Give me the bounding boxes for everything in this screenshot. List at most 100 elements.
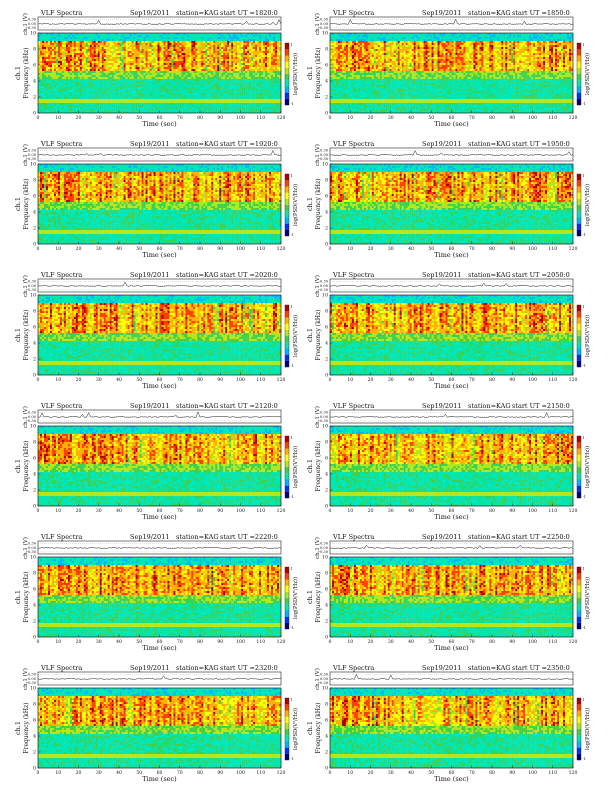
spectrogram-cell — [88, 91, 90, 93]
spectrogram-cell — [126, 93, 128, 95]
spectrogram-cell — [245, 73, 247, 75]
spectrogram-cell — [259, 69, 261, 71]
spectrogram-cell — [225, 67, 227, 69]
spectrogram-cell — [243, 43, 245, 45]
spectrogram-cell — [177, 93, 179, 95]
spectrogram-cell — [156, 39, 158, 41]
spectrogram-cell — [120, 59, 122, 61]
spectrogram-cell — [239, 85, 241, 87]
spectrogram-cell — [263, 97, 265, 99]
spectrogram-cell — [231, 67, 233, 69]
spectrogram-cell — [257, 85, 259, 87]
spectrogram-cell — [177, 77, 179, 79]
spectrogram-cell — [84, 69, 86, 71]
spectrogram-cell — [154, 95, 156, 97]
spectrogram-cell — [167, 43, 169, 45]
spectrogram-cell — [122, 53, 124, 55]
spectrogram-cell — [150, 107, 152, 109]
spectrogram-cell — [128, 87, 130, 89]
spectrogram-cell — [187, 79, 189, 81]
spectrogram-cell — [243, 93, 245, 95]
spectrogram-cell — [175, 81, 177, 83]
spectrogram-cell — [152, 35, 154, 37]
spectrogram-cell — [177, 35, 179, 37]
spectrogram-cell — [50, 55, 52, 57]
spectrogram-cell — [114, 107, 116, 109]
spectrogram-cell — [128, 49, 130, 51]
spectrogram-cell — [199, 71, 201, 73]
spectrogram-cell — [197, 97, 199, 99]
spectrogram-cell — [158, 55, 160, 57]
spectrogram-cell — [183, 79, 185, 81]
spectrogram-cell — [217, 77, 219, 79]
spectrogram-cell — [68, 49, 70, 51]
spectrogram-cell — [239, 59, 241, 61]
spectrogram-cell — [88, 49, 90, 51]
spectrogram-cell — [257, 101, 259, 103]
spectrogram-cell — [142, 75, 144, 77]
spectrogram-cell — [78, 77, 80, 79]
spectrogram-cell — [267, 107, 269, 109]
spectrogram-cell — [227, 47, 229, 49]
spectrogram-cell — [197, 47, 199, 49]
spectrogram-cell — [88, 93, 90, 95]
spectrogram-cell — [273, 71, 275, 73]
spectrogram-cell — [62, 73, 64, 75]
spectrogram-cell — [120, 35, 122, 37]
spectrogram-cell — [275, 51, 277, 53]
spectrogram-cell — [221, 63, 223, 65]
spectrogram-cell — [275, 41, 277, 43]
spectrogram-cell — [68, 79, 70, 81]
spectrogram-cell — [239, 103, 241, 105]
spectrogram-cell — [197, 59, 199, 61]
spectrogram-cell — [199, 105, 201, 107]
spectrogram-cell — [90, 105, 92, 107]
spectrogram-cell — [223, 35, 225, 37]
spectrogram-cell — [80, 47, 82, 49]
spectrogram-cell — [80, 89, 82, 91]
spectrogram-cell — [203, 79, 205, 81]
spectrogram-cell — [132, 61, 134, 63]
spectrogram-cell — [108, 89, 110, 91]
spectrogram-cell — [144, 83, 146, 85]
spectrogram-cell — [90, 75, 92, 77]
spectrogram-cell — [269, 105, 271, 107]
spectrogram-cell — [277, 93, 279, 95]
spectrogram-cell — [110, 107, 112, 109]
spectrogram-cell — [112, 107, 114, 109]
spectrogram-cell — [54, 91, 56, 93]
spectrogram-cell — [60, 101, 62, 103]
spectrogram-cell — [235, 103, 237, 105]
spectrogram-cell — [158, 105, 160, 107]
spectrogram-cell — [229, 57, 231, 59]
spectrogram-cell — [86, 91, 88, 93]
spectrogram-cell — [173, 45, 175, 47]
spectrogram-cell — [120, 97, 122, 99]
spectrogram-cell — [231, 53, 233, 55]
spectrogram-cell — [175, 59, 177, 61]
spectrogram-cell — [273, 79, 275, 81]
spectrogram-cell — [100, 99, 102, 101]
spectrogram-cell — [263, 65, 265, 67]
spectrogram-cell — [245, 99, 247, 101]
spectrogram-cell — [48, 63, 50, 65]
spectrogram-cell — [116, 91, 118, 93]
spectrogram-cell — [98, 77, 100, 79]
spectrogram-cell — [68, 85, 70, 87]
spectrogram-cell — [70, 41, 72, 43]
spectrogram-cell — [100, 55, 102, 57]
spectrogram-cell — [56, 97, 58, 99]
spectrogram-cell — [211, 37, 213, 39]
spectrogram-cell — [52, 87, 54, 89]
spectrogram-cell — [152, 55, 154, 57]
spectrogram-cell — [120, 73, 122, 75]
spectrogram-cell — [50, 101, 52, 103]
spectrogram-cell — [251, 39, 253, 41]
spectrogram-cell — [223, 51, 225, 53]
spectrogram-cell — [179, 77, 181, 79]
spectrogram-cell — [211, 75, 213, 77]
spectrogram-cell — [44, 93, 46, 95]
spectrogram-cell — [191, 45, 193, 47]
spectrogram-cell — [229, 43, 231, 45]
spectrogram-cell — [116, 45, 118, 47]
